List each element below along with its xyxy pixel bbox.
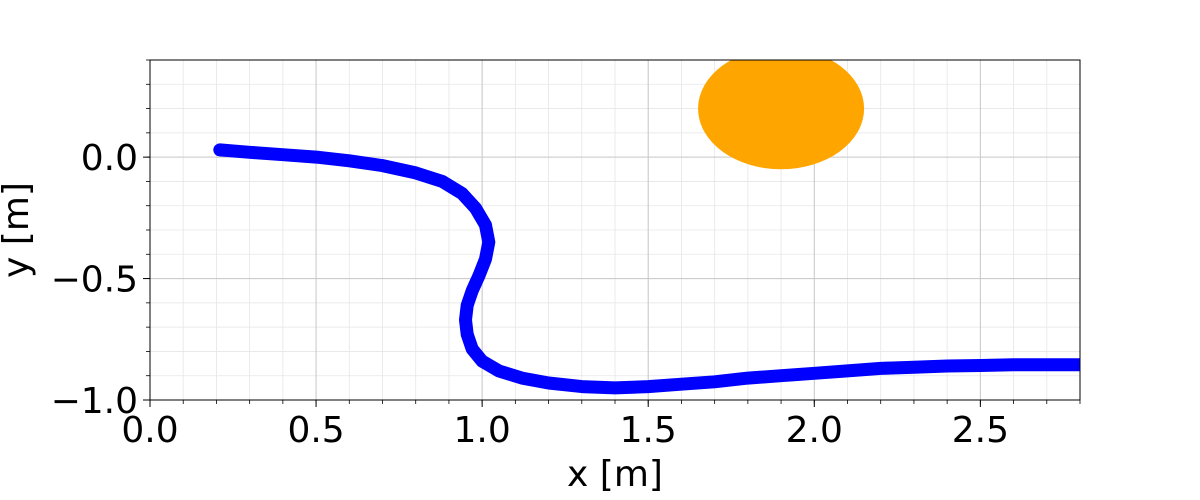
y-tick-label: −0.5 [51, 260, 138, 301]
x-tick-label: 0.0 [121, 410, 178, 451]
y-tick-label: 0.0 [81, 138, 138, 179]
y-axis-label: y [m] [0, 182, 37, 278]
trajectory-line [213, 143, 1080, 395]
x-tick-label: 0.5 [287, 410, 344, 451]
x-tick-label: 2.0 [786, 410, 843, 451]
obstacle-circle [698, 60, 865, 170]
axis-ticks [143, 59, 1081, 407]
y-tick-label: −1.0 [51, 381, 138, 422]
x-tick-label: 1.0 [454, 410, 511, 451]
plot-content [213, 60, 1080, 395]
x-axis-label: x [m] [567, 454, 663, 495]
x-tick-label: 2.5 [952, 410, 1009, 451]
x-tick-label: 1.5 [620, 410, 677, 451]
tick-labels: 0.0 0.5 1.0 1.5 2.0 2.5 0.0 −0.5 −1.0 [51, 138, 1009, 451]
